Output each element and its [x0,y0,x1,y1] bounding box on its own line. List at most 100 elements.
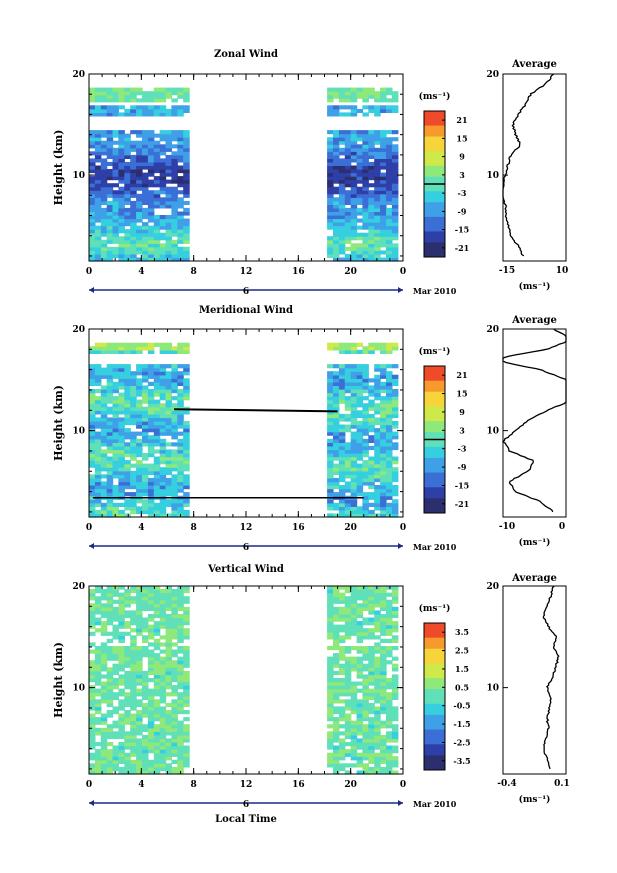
heatmap-cell [350,218,358,223]
heatmap-cell [333,624,340,629]
heatmap-cell [356,770,364,775]
heatmap-cell [89,169,96,174]
heatmap-cell [356,759,364,764]
heatmap-cell [171,200,178,205]
heatmap-cell [106,105,114,110]
heatmap-cell [147,172,155,177]
heatmap-cell [386,346,393,351]
heatmap-cell [374,603,381,608]
heatmap-cell [333,253,340,258]
heatmap-cell [147,617,155,622]
heatmap-cell [183,424,190,429]
heatmap-cell [380,720,387,725]
heatmap-cell [356,621,364,626]
heatmap-cell [106,488,114,493]
heatmap-cell [350,592,358,597]
heatmap-cell [338,649,346,654]
colorbar-segment [424,380,445,385]
heatmap-cell [350,396,358,401]
heatmap-cell [106,133,114,138]
colorbar-segment [424,461,445,466]
heatmap-cell [165,403,172,408]
heatmap-cell [177,403,184,408]
heatmap-cell [380,349,387,354]
heatmap-cell [333,492,340,497]
heatmap-cell [177,438,184,443]
heatmap-cell [130,161,137,166]
heatmap-cell [159,599,167,604]
heatmap-cell [142,186,149,191]
heatmap-cell [153,421,161,426]
heatmap-cell [338,745,346,750]
heatmap-cell [368,193,375,198]
heatmap-cell [338,646,346,651]
heatmap-cell [142,635,149,640]
heatmap-cell [147,766,155,772]
heatmap-cell [94,702,102,708]
heatmap-cell [374,108,381,113]
heatmap-cell [136,183,143,188]
heatmap-cell [94,147,102,152]
heatmap-cell [100,410,108,415]
colorbar-segment [424,377,445,382]
heatmap-cell [136,499,143,504]
heatmap-cell [368,161,375,166]
heatmap-cell [130,396,137,401]
heatmap-cell [124,481,131,486]
heatmap-cell [350,364,358,369]
heatmap-cell [327,158,334,163]
heatmap-cell [333,137,340,142]
heatmap-cell [159,731,167,736]
heatmap-cell [362,105,369,110]
heatmap-cell [338,364,346,369]
heatmap-cell [142,759,149,764]
heatmap-cell [374,685,381,690]
heatmap-cell [380,596,387,601]
heatmap-cell [391,190,399,195]
heatmap-cell [368,749,375,754]
heatmap-cell [147,734,155,740]
heatmap-cell [338,246,346,251]
heatmap-cell [327,112,334,117]
heatmap-cell [333,596,340,601]
heatmap-cell [368,617,375,622]
heatmap-cell [350,215,358,220]
heatmap-cell [177,474,184,479]
heatmap-cell [333,222,340,227]
heatmap-cell [386,385,393,390]
heatmap-cell [362,424,369,429]
heatmap-cell [350,509,358,515]
heatmap-cell [94,239,102,244]
colorbar-segment [424,762,445,767]
heatmap-cell [338,766,346,772]
heatmap-cell [368,734,375,740]
heatmap-cell [112,229,119,234]
heatmap-cell [374,674,381,679]
heatmap-cell [159,257,167,262]
heatmap-cell [100,403,108,408]
heatmap-cell [368,428,375,433]
heatmap-cell [356,349,364,354]
heatmap-cell [142,606,149,611]
heatmap-cell [374,193,381,198]
heatmap-cell [106,378,114,383]
heatmap-cell [89,485,96,490]
heatmap-cell [374,186,381,191]
heatmap-cell [89,374,96,379]
heatmap-cell [333,381,340,386]
heatmap-cell [94,488,102,493]
heatmap-cell [124,435,131,440]
heatmap-cell [338,98,346,103]
heatmap-cell [130,442,137,447]
heatmap-cell [130,172,137,177]
heatmap-cell [338,442,346,447]
heatmap-cell [368,727,375,732]
heatmap-cell [147,477,155,483]
heatmap-cell [89,431,96,436]
heatmap-cell [118,211,125,216]
heatmap-cell [165,642,172,647]
heatmap-cell [118,105,125,110]
heatmap-cell [124,613,131,619]
heatmap-cell [130,695,137,700]
heatmap-cell [368,144,375,149]
